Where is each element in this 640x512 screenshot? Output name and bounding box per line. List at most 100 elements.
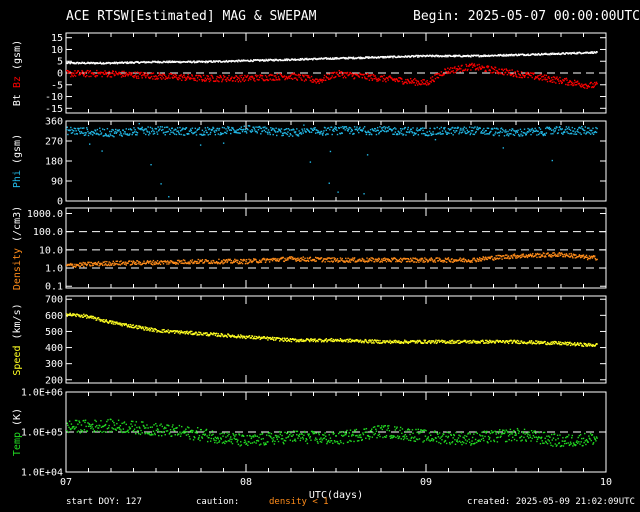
data-point	[453, 54, 455, 57]
data-point	[205, 78, 208, 81]
data-point	[391, 78, 394, 80]
data-point	[129, 323, 132, 326]
data-point	[122, 431, 124, 434]
data-point	[530, 72, 533, 74]
data-point	[266, 127, 268, 129]
data-point	[573, 343, 575, 346]
data-point	[320, 257, 323, 259]
data-point	[405, 341, 407, 344]
data-point	[176, 127, 179, 129]
data-point	[260, 127, 263, 130]
data-point	[555, 77, 558, 80]
data-point	[487, 342, 489, 344]
data-point	[92, 264, 94, 267]
data-point	[72, 314, 74, 316]
data-point	[473, 133, 476, 136]
data-point	[255, 259, 257, 261]
data-point	[440, 71, 443, 73]
data-point	[312, 340, 315, 343]
data-point	[131, 72, 133, 74]
data-point	[277, 131, 279, 133]
data-point	[321, 133, 323, 135]
data-point	[579, 84, 581, 86]
data-point	[113, 62, 115, 64]
series-speed	[66, 312, 598, 348]
data-point	[349, 71, 352, 74]
data-point	[422, 342, 425, 344]
data-point	[498, 134, 500, 137]
data-point	[219, 335, 222, 338]
data-point	[70, 314, 72, 316]
data-point	[348, 126, 351, 129]
data-point	[512, 340, 515, 342]
data-point	[219, 60, 221, 62]
data-point	[317, 79, 319, 81]
data-point	[425, 84, 428, 86]
data-point	[86, 128, 89, 131]
data-point	[194, 332, 197, 334]
data-point	[447, 70, 450, 73]
data-point	[168, 61, 171, 63]
data-point	[116, 63, 119, 65]
data-point	[515, 53, 517, 56]
data-point	[429, 80, 431, 83]
data-point	[484, 258, 486, 260]
data-point	[90, 315, 93, 317]
data-point	[529, 128, 531, 131]
data-point	[494, 131, 497, 133]
data-point	[127, 431, 130, 434]
data-point	[184, 333, 186, 335]
data-point	[332, 340, 334, 343]
data-point	[379, 79, 381, 81]
data-point	[312, 258, 315, 261]
data-point	[527, 254, 530, 256]
data-point	[535, 343, 538, 345]
data-point	[480, 260, 483, 262]
data-point	[343, 72, 345, 74]
data-point	[506, 69, 508, 71]
data-point	[496, 132, 499, 134]
data-point	[268, 74, 271, 76]
data-point	[223, 127, 225, 129]
data-point	[458, 133, 460, 135]
data-point	[116, 131, 118, 133]
data-point	[425, 81, 427, 83]
data-point	[256, 78, 258, 81]
data-point	[351, 339, 353, 341]
data-point	[274, 79, 276, 81]
data-point	[89, 62, 91, 64]
data-point	[123, 261, 125, 263]
data-point	[417, 80, 420, 83]
data-point	[145, 427, 147, 429]
data-point	[222, 142, 225, 144]
data-point	[522, 134, 524, 137]
y-axis-label-part: (gsm)	[12, 40, 23, 76]
data-point	[512, 54, 515, 56]
data-point	[329, 339, 331, 341]
data-point	[436, 341, 438, 344]
data-point	[388, 341, 391, 343]
data-point	[242, 60, 244, 62]
data-point	[510, 53, 513, 56]
data-point	[333, 127, 336, 130]
data-point	[548, 127, 550, 130]
data-point	[468, 130, 470, 133]
data-point	[258, 261, 260, 263]
data-point	[192, 77, 195, 80]
data-point	[401, 258, 403, 261]
data-point	[584, 52, 587, 54]
data-point	[345, 340, 347, 343]
data-point	[187, 261, 189, 263]
data-point	[133, 75, 136, 77]
data-point	[330, 337, 333, 340]
data-point	[405, 81, 408, 83]
data-point	[255, 335, 258, 338]
data-point	[527, 255, 529, 257]
data-point	[158, 130, 160, 132]
data-point	[451, 71, 453, 73]
data-point	[271, 128, 273, 131]
data-point	[542, 255, 544, 257]
data-point	[381, 75, 384, 78]
data-point	[125, 264, 127, 266]
data-point	[384, 130, 386, 133]
